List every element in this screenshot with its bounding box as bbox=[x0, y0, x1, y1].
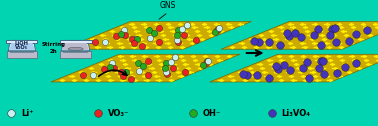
Text: Li⁺: Li⁺ bbox=[21, 109, 33, 118]
Text: V₂O₅: V₂O₅ bbox=[15, 44, 28, 50]
Text: LiOH: LiOH bbox=[15, 41, 29, 46]
FancyBboxPatch shape bbox=[7, 51, 37, 58]
Polygon shape bbox=[210, 54, 378, 82]
Text: Stirring
2h: Stirring 2h bbox=[42, 42, 66, 54]
Polygon shape bbox=[221, 22, 378, 49]
Text: GNS: GNS bbox=[160, 1, 177, 10]
FancyBboxPatch shape bbox=[60, 40, 91, 43]
Polygon shape bbox=[61, 40, 90, 51]
FancyBboxPatch shape bbox=[60, 51, 91, 58]
Polygon shape bbox=[62, 22, 251, 49]
FancyBboxPatch shape bbox=[10, 52, 34, 53]
Polygon shape bbox=[8, 40, 36, 51]
Text: Li₃VO₄: Li₃VO₄ bbox=[282, 109, 311, 118]
Polygon shape bbox=[63, 43, 88, 50]
Text: OH⁻: OH⁻ bbox=[202, 109, 220, 118]
FancyArrowPatch shape bbox=[99, 70, 127, 76]
FancyBboxPatch shape bbox=[6, 40, 37, 43]
Text: VO₃⁻: VO₃⁻ bbox=[108, 109, 129, 118]
Polygon shape bbox=[51, 54, 240, 82]
Ellipse shape bbox=[68, 47, 83, 51]
FancyBboxPatch shape bbox=[64, 52, 88, 53]
Polygon shape bbox=[9, 43, 34, 50]
